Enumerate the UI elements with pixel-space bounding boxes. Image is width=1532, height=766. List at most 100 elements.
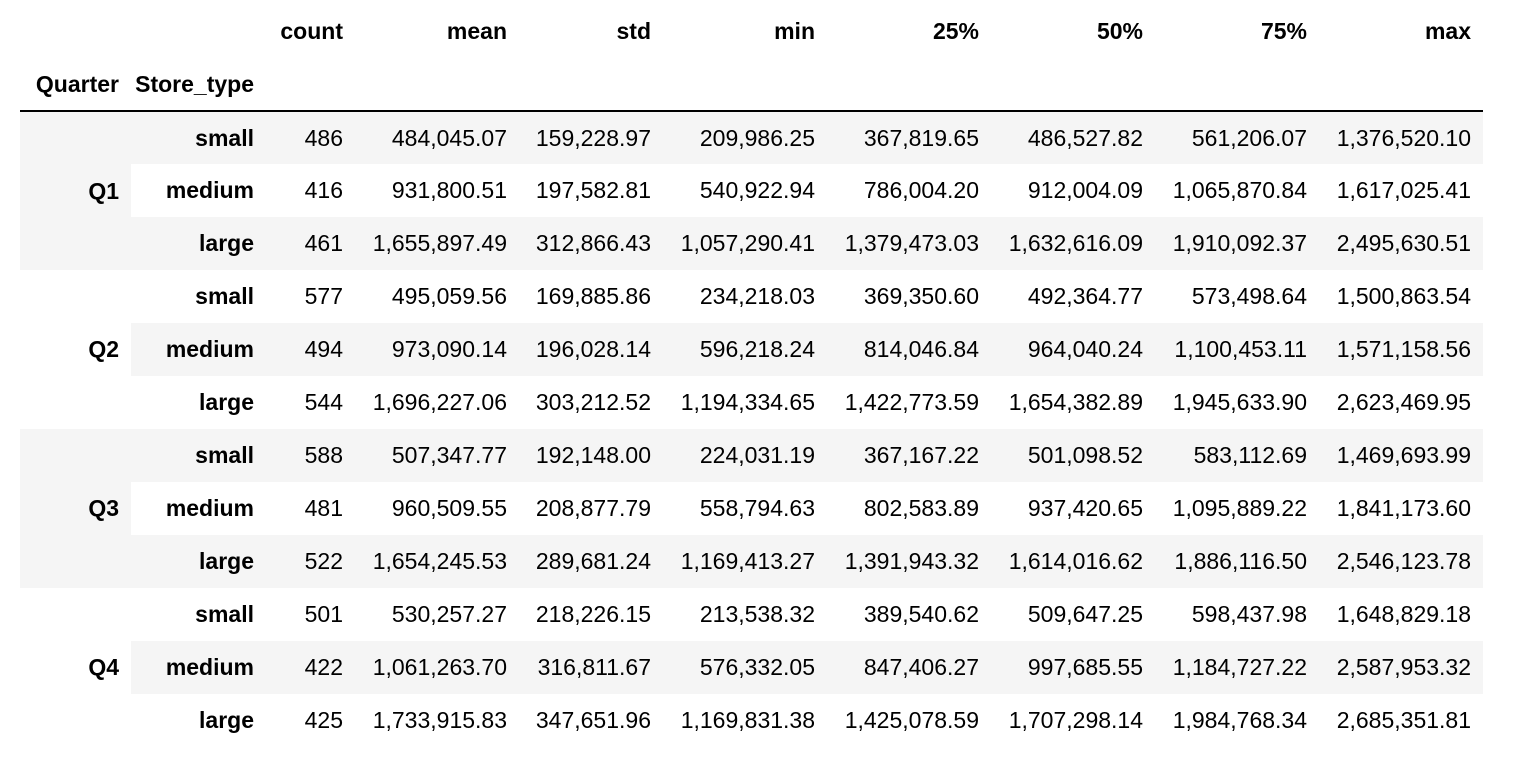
cell-25pct: 367,819.65 xyxy=(827,111,991,164)
index-name-spacer xyxy=(1155,58,1319,112)
table-row: large 425 1,733,915.83 347,651.96 1,169,831.… xyxy=(20,694,1483,747)
table-body: Q1 small 486 484,045.07 159,228.97 209,986.25… xyxy=(20,111,1483,747)
cell-75pct: 1,910,092.37 xyxy=(1155,217,1319,270)
cell-mean: 931,800.51 xyxy=(391,177,507,203)
cell-count: 501 xyxy=(304,601,343,627)
cell-count: 422 xyxy=(266,641,355,694)
cell-std: 316,811.67 xyxy=(519,641,663,694)
cell-mean: 1,696,227.06 xyxy=(372,389,507,415)
index-name-spacer xyxy=(355,58,519,112)
table-row: Q2 small 577 495,059.56 169,885.86 234,218.03… xyxy=(20,270,1483,429)
cell-std: 196,028.14 xyxy=(519,323,663,376)
store-type-label: large xyxy=(199,707,254,733)
quarter-label: Q1 xyxy=(20,111,131,270)
cell-75pct: 561,206.07 xyxy=(1155,111,1319,164)
cell-50pct: 912,004.09 xyxy=(1027,177,1143,203)
cell-25pct: 1,422,773.59 xyxy=(844,389,979,415)
cell-min: 1,057,290.41 xyxy=(663,217,827,270)
cell-mean: 1,061,263.70 xyxy=(355,641,519,694)
cell-50pct: 937,420.65 xyxy=(1027,495,1143,521)
cell-50pct: 1,614,016.62 xyxy=(991,535,1155,588)
cell-25pct: 1,391,943.32 xyxy=(827,535,991,588)
store-type-label: large xyxy=(131,535,266,588)
cell-75pct: 1,945,633.90 xyxy=(1172,389,1307,415)
store-type-label: small xyxy=(131,111,266,164)
cell-max: 2,495,630.51 xyxy=(1319,217,1483,270)
cell-std: 218,226.15 xyxy=(535,601,651,627)
cell-50pct: 486,527.82 xyxy=(991,111,1155,164)
cell-mean: 973,090.14 xyxy=(355,323,519,376)
table-row: medium 422 1,061,263.70 316,811.67 576,332.0… xyxy=(20,641,1483,694)
cell-min: 213,538.32 xyxy=(699,601,815,627)
cell-50pct: 509,647.25 xyxy=(1027,601,1143,627)
index-name-spacer xyxy=(663,58,827,112)
cell-25pct: 1,379,473.03 xyxy=(827,217,991,270)
store-type-label: medium xyxy=(131,323,266,376)
cell-std: 169,885.86 xyxy=(535,283,651,309)
cell-std: 197,582.81 xyxy=(535,177,651,203)
table-row: large 461 1,655,897.49 312,866.43 1,057,290.… xyxy=(20,217,1483,270)
table-row: Q3 small 588 507,347.77 192,148.00 224,031.19… xyxy=(20,429,1483,588)
table-row: medium 416 931,800.51 197,582.81 540,922.94 7… xyxy=(20,164,1483,217)
column-header-std: std xyxy=(616,18,652,44)
cell-count: 481 xyxy=(304,495,343,521)
cell-50pct: 1,654,382.89 xyxy=(1008,389,1143,415)
cell-count: 588 xyxy=(266,429,355,482)
cell-75pct: 1,984,768.34 xyxy=(1172,707,1307,733)
index-name-row: Quarter Store_type xyxy=(20,58,1483,112)
cell-mean: 530,257.27 xyxy=(391,601,507,627)
cell-25pct: 814,046.84 xyxy=(827,323,991,376)
cell-75pct: 1,184,727.22 xyxy=(1155,641,1319,694)
table-row: Q1 small 486 484,045.07 159,228.97 209,986.25… xyxy=(20,111,1483,270)
cell-max: 2,623,469.95 xyxy=(1336,389,1471,415)
cell-max: 1,617,025.41 xyxy=(1336,177,1471,203)
cell-mean: 960,509.55 xyxy=(391,495,507,521)
store-type-label: small xyxy=(195,283,254,309)
cell-min: 1,169,831.38 xyxy=(680,707,815,733)
cell-max: 2,685,351.81 xyxy=(1336,707,1471,733)
column-header-50pct: 50% xyxy=(1096,18,1143,44)
cell-min: 596,218.24 xyxy=(663,323,827,376)
index-name-store-type: Store_type xyxy=(131,58,266,112)
column-header-max: max xyxy=(1424,18,1471,44)
table-row: large 544 1,696,227.06 303,212.52 1,194,334.… xyxy=(20,376,1483,429)
cell-max: 1,571,158.56 xyxy=(1319,323,1483,376)
cell-std: 208,877.79 xyxy=(535,495,651,521)
store-type-label: large xyxy=(131,217,266,270)
cell-mean: 495,059.56 xyxy=(391,283,507,309)
index-name-spacer xyxy=(266,58,355,112)
cell-mean: 484,045.07 xyxy=(355,111,519,164)
table-row: medium 494 973,090.14 196,028.14 596,218.24 8… xyxy=(20,323,1483,376)
cell-min: 576,332.05 xyxy=(663,641,827,694)
cell-max: 2,546,123.78 xyxy=(1319,535,1483,588)
cell-count: 425 xyxy=(304,707,343,733)
cell-count: 461 xyxy=(266,217,355,270)
cell-50pct: 997,685.55 xyxy=(991,641,1155,694)
cell-count: 486 xyxy=(266,111,355,164)
cell-50pct: 1,632,616.09 xyxy=(991,217,1155,270)
cell-25pct: 369,350.60 xyxy=(863,283,979,309)
corner-cell xyxy=(131,5,266,58)
store-type-label: medium xyxy=(165,495,254,521)
cell-25pct: 1,425,078.59 xyxy=(844,707,979,733)
cell-std: 192,148.00 xyxy=(519,429,663,482)
table-row: large 522 1,654,245.53 289,681.24 1,169,413.… xyxy=(20,535,1483,588)
quarter-label: Q3 xyxy=(20,429,131,588)
cell-min: 1,194,334.65 xyxy=(680,389,815,415)
cell-mean: 1,654,245.53 xyxy=(355,535,519,588)
index-name-spacer xyxy=(1319,58,1483,112)
store-type-label: medium xyxy=(165,177,254,203)
store-type-label: small xyxy=(195,601,254,627)
cell-min: 558,794.63 xyxy=(699,495,815,521)
column-header-count: count xyxy=(280,18,343,44)
index-name-spacer xyxy=(991,58,1155,112)
store-type-label: small xyxy=(131,429,266,482)
cell-mean: 1,655,897.49 xyxy=(355,217,519,270)
cell-25pct: 786,004.20 xyxy=(863,177,979,203)
cell-std: 347,651.96 xyxy=(535,707,651,733)
cell-mean: 507,347.77 xyxy=(355,429,519,482)
cell-count: 544 xyxy=(304,389,343,415)
cell-max: 1,469,693.99 xyxy=(1319,429,1483,482)
table-row: Q4 small 501 530,257.27 218,226.15 213,538.32… xyxy=(20,588,1483,747)
cell-25pct: 802,583.89 xyxy=(863,495,979,521)
